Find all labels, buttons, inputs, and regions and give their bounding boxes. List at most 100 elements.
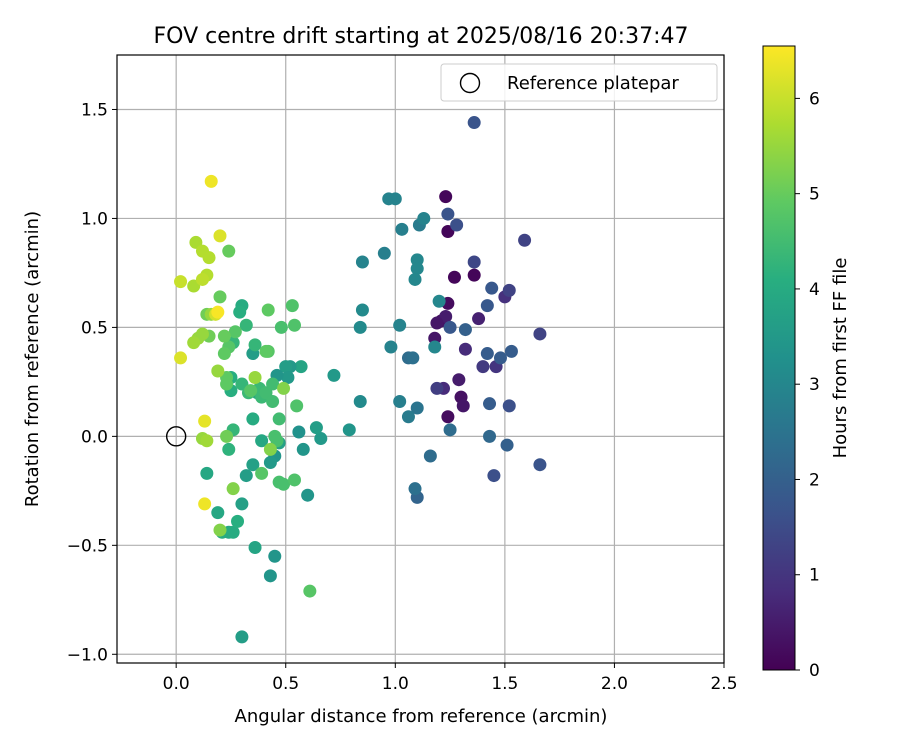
x-tick-label: 1.0 <box>382 674 409 694</box>
x-tick-label: 0.0 <box>163 674 190 694</box>
data-point <box>533 327 547 341</box>
data-point <box>263 442 277 456</box>
data-point <box>388 192 402 206</box>
data-point <box>200 434 214 448</box>
data-point <box>287 318 301 332</box>
data-point <box>174 351 188 365</box>
data-point <box>255 434 269 448</box>
y-tick-label: 1.0 <box>81 209 108 229</box>
data-point <box>450 218 464 232</box>
y-tick-label: 0.0 <box>81 427 108 447</box>
data-point <box>246 412 260 426</box>
data-point <box>342 423 356 437</box>
data-point <box>231 514 245 528</box>
data-point <box>294 360 308 374</box>
data-point <box>285 299 299 313</box>
data-point <box>213 290 227 304</box>
chart-title: FOV centre drift starting at 2025/08/16 … <box>154 24 689 49</box>
colorbar-tick-label: 4 <box>809 280 820 300</box>
data-point <box>467 268 481 282</box>
data-points <box>174 116 547 644</box>
data-point <box>174 275 188 289</box>
data-point <box>268 549 282 563</box>
data-point <box>233 305 247 319</box>
data-point <box>472 312 486 326</box>
data-point <box>248 541 262 555</box>
data-point <box>198 497 212 511</box>
data-point <box>476 360 490 374</box>
data-point <box>301 488 315 502</box>
data-point <box>518 233 532 247</box>
data-point <box>504 344 518 358</box>
data-point <box>281 371 295 385</box>
grid <box>117 55 725 663</box>
data-point <box>220 429 234 443</box>
legend-box <box>440 63 718 102</box>
data-point <box>259 344 273 358</box>
data-point <box>195 272 209 286</box>
data-point <box>266 377 280 391</box>
x-axis-label: Angular distance from reference (arcmin) <box>235 706 608 727</box>
data-point <box>432 294 446 308</box>
data-point <box>261 303 275 317</box>
data-point <box>393 318 407 332</box>
colorbar-gradient <box>762 45 796 671</box>
x-tick-label: 1.5 <box>491 674 518 694</box>
data-point <box>222 442 236 456</box>
colorbar-tick-label: 2 <box>809 470 820 490</box>
data-point <box>213 229 227 243</box>
colorbar-ticks: 0 1 2 3 4 5 6 <box>795 89 820 681</box>
colorbar: 0 1 2 3 4 5 6 Hours from first FF file <box>762 45 851 681</box>
data-point <box>423 449 437 463</box>
data-point <box>533 458 547 472</box>
y-tick-label: −1.0 <box>67 645 108 665</box>
colorbar-tick-label: 6 <box>809 89 820 109</box>
data-point <box>217 347 231 361</box>
data-point <box>226 525 240 539</box>
y-tick-label: −0.5 <box>67 536 108 556</box>
data-point <box>430 316 444 330</box>
data-point <box>274 320 288 334</box>
data-point <box>266 394 280 408</box>
data-point <box>441 410 455 424</box>
x-axis-ticks: 0.0 0.5 1.0 1.5 2.0 2.5 <box>163 663 738 694</box>
data-point <box>204 174 218 188</box>
data-point <box>279 360 293 374</box>
data-point <box>502 399 516 413</box>
data-point <box>500 438 514 452</box>
data-point <box>483 397 497 411</box>
data-point <box>277 477 291 491</box>
x-tick-label: 2.5 <box>710 674 737 694</box>
plot-frame <box>116 54 725 664</box>
data-point <box>255 466 269 480</box>
data-point <box>487 469 501 483</box>
data-point <box>430 381 444 395</box>
y-axis-ticks: −1.0 −0.5 0.0 0.5 1.0 1.5 <box>67 100 117 665</box>
colorbar-tick-label: 5 <box>809 185 820 205</box>
data-point <box>502 283 516 297</box>
data-point <box>290 399 304 413</box>
x-tick-label: 0.5 <box>272 674 299 694</box>
data-point <box>485 281 499 295</box>
data-point <box>458 342 472 356</box>
data-point <box>410 262 424 276</box>
data-point <box>447 270 461 284</box>
x-tick-label: 2.0 <box>601 674 628 694</box>
y-axis-label: Rotation from reference (arcmin) <box>22 211 43 507</box>
data-point <box>292 425 306 439</box>
data-point <box>456 399 470 413</box>
data-point <box>395 222 409 236</box>
data-point <box>467 255 481 269</box>
data-point <box>408 272 422 286</box>
colorbar-label: Hours from first FF file <box>830 258 851 459</box>
data-point <box>443 423 457 437</box>
data-point <box>263 456 277 470</box>
data-point <box>217 329 231 343</box>
data-point <box>353 320 367 334</box>
data-point <box>244 384 258 398</box>
data-point <box>493 351 507 365</box>
data-point <box>480 347 494 361</box>
data-point <box>327 368 341 382</box>
data-point <box>441 207 455 221</box>
